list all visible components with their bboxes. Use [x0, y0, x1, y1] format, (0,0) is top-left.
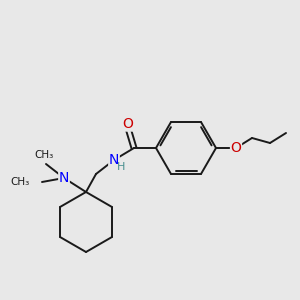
Text: N: N: [59, 171, 69, 185]
Text: H: H: [117, 162, 125, 172]
Text: O: O: [231, 141, 242, 155]
Text: O: O: [123, 117, 134, 131]
Text: N: N: [109, 153, 119, 167]
Text: CH₃: CH₃: [11, 177, 30, 187]
Text: CH₃: CH₃: [34, 150, 54, 160]
